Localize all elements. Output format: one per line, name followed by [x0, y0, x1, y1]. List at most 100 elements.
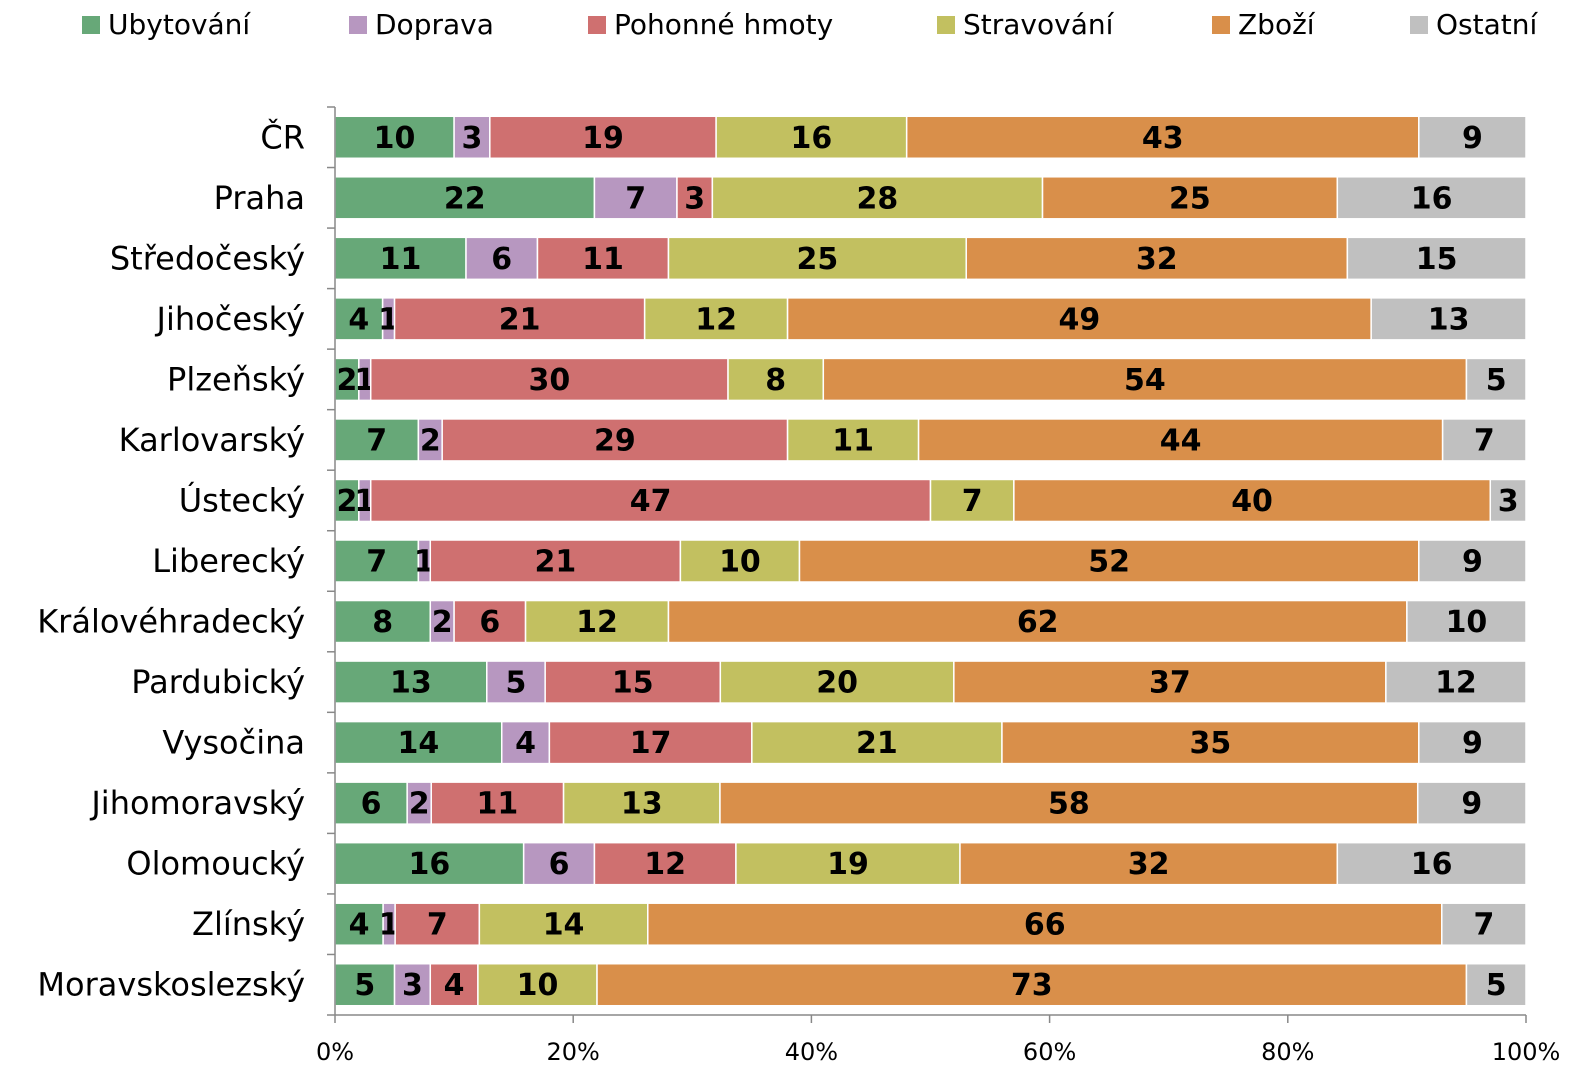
x-tick-label: 60% [1023, 1038, 1076, 1066]
data-label: 14 [543, 908, 585, 943]
data-label: 5 [1486, 363, 1507, 398]
bar-segment [929, 478, 1015, 523]
category-label: Plzeňský [167, 360, 305, 398]
data-label: 7 [1474, 423, 1495, 458]
bar-segment [500, 720, 551, 765]
bar-segment [953, 660, 1387, 704]
category-label: Ústecký [179, 480, 305, 519]
data-label: 16 [791, 121, 833, 156]
bar-segment [548, 720, 753, 765]
data-label: 44 [1160, 423, 1202, 458]
data-label: 8 [372, 605, 393, 640]
category-label: Moravskoslezský [37, 966, 305, 1004]
data-label: 40 [1231, 484, 1273, 519]
bar-segment [429, 539, 682, 583]
bar-segment [1001, 720, 1420, 765]
data-label: 3 [1498, 484, 1519, 519]
data-label: 17 [630, 726, 672, 761]
category-label: Jihočeský [155, 300, 305, 338]
data-label: 21 [856, 726, 898, 761]
bar-segment [334, 841, 525, 886]
data-label: 6 [491, 242, 512, 277]
bar-segment [1336, 176, 1527, 220]
x-tick-label: 0% [316, 1038, 354, 1066]
data-label: 32 [1128, 847, 1170, 882]
data-label: 1 [379, 908, 400, 943]
data-label: 2 [432, 605, 453, 640]
bar-segment [334, 599, 432, 644]
bar-segment [1418, 115, 1527, 160]
bar-segment [1013, 478, 1492, 523]
bar-segment [522, 841, 596, 886]
bar-segment [679, 539, 801, 583]
category-label: Vysočina [162, 724, 305, 762]
data-label: 11 [380, 242, 422, 277]
data-label: 62 [1017, 605, 1059, 640]
data-label: 16 [408, 847, 450, 882]
data-label: 32 [1136, 242, 1178, 277]
bar-segment [1489, 478, 1527, 523]
category-label: Karlovarský [119, 421, 305, 459]
data-label: 58 [1048, 787, 1090, 822]
data-label: 19 [827, 847, 869, 882]
data-label: 7 [625, 181, 646, 216]
legend-swatch [937, 16, 955, 34]
bar-segment [544, 660, 722, 704]
data-label: 4 [349, 908, 370, 943]
bar-segment [959, 841, 1339, 886]
data-label: 73 [1011, 968, 1053, 1003]
bar-segment [727, 357, 825, 402]
data-label: 15 [612, 666, 654, 701]
data-label: 4 [515, 726, 536, 761]
data-label: 15 [1416, 242, 1458, 277]
bar-segment [711, 176, 1044, 220]
bar-segment [430, 781, 565, 825]
category-label: Olomoucký [126, 845, 305, 883]
data-label: 3 [462, 121, 483, 156]
data-label: 6 [361, 787, 382, 822]
data-label: 7 [427, 908, 448, 943]
data-label: 11 [477, 787, 519, 822]
data-label: 13 [621, 787, 663, 822]
data-label: 16 [1411, 847, 1453, 882]
x-tick-label: 100% [1492, 1038, 1561, 1066]
bar-segment [751, 720, 1003, 765]
legend-label: Doprava [375, 8, 494, 41]
data-label: 29 [594, 423, 636, 458]
category-label: Praha [214, 179, 305, 217]
legend-swatch [349, 16, 367, 34]
bar-segment [1465, 357, 1527, 402]
data-label: 9 [1462, 121, 1483, 156]
bar-segment [478, 902, 649, 946]
bar-segment [1441, 902, 1527, 946]
bar-segment [334, 176, 596, 220]
bar-segment [786, 297, 1372, 341]
bar-segment [334, 660, 488, 704]
legend-label: Zboží [1238, 8, 1316, 41]
data-label: 2 [336, 484, 357, 519]
bar-segment [369, 357, 729, 402]
data-label: 9 [1462, 545, 1483, 580]
x-tick-label: 40% [785, 1038, 838, 1066]
bar-segment [1416, 781, 1527, 825]
legend-swatch [588, 16, 606, 34]
data-label: 9 [1462, 726, 1483, 761]
data-label: 14 [397, 726, 439, 761]
legend-label: Ubytování [108, 8, 251, 41]
data-label: 13 [390, 666, 432, 701]
legend-label: Stravování [963, 8, 1115, 41]
data-label: 11 [832, 423, 874, 458]
data-label: 9 [1461, 787, 1482, 822]
bar-segment [719, 660, 955, 704]
data-label: 10 [374, 121, 416, 156]
bar-segment [393, 297, 646, 341]
data-label: 49 [1059, 302, 1101, 337]
data-label: 3 [684, 181, 705, 216]
data-label: 7 [962, 484, 983, 519]
data-label: 2 [409, 787, 430, 822]
bar-segment [477, 962, 598, 1007]
bar-segment [453, 115, 491, 160]
data-label: 4 [348, 302, 369, 337]
data-label: 22 [444, 181, 486, 216]
bar-segment [596, 962, 1468, 1007]
